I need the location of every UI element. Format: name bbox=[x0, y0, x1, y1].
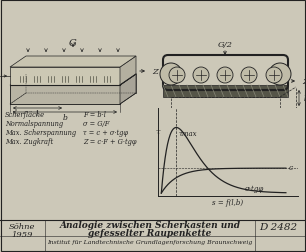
Text: Z: Z bbox=[152, 68, 158, 76]
Text: G: G bbox=[69, 38, 77, 47]
Text: τmax: τmax bbox=[179, 129, 197, 137]
Text: gefesselter Raupenkette: gefesselter Raupenkette bbox=[88, 229, 212, 238]
X-axis label: s = f(l,b): s = f(l,b) bbox=[212, 198, 244, 206]
Circle shape bbox=[169, 68, 185, 84]
Polygon shape bbox=[10, 86, 120, 105]
Bar bbox=[60, 77, 70, 83]
Text: σ·tgφ: σ·tgφ bbox=[245, 185, 264, 193]
Bar bbox=[46, 77, 56, 83]
Text: τ = c + σ·tgφ: τ = c + σ·tgφ bbox=[83, 129, 128, 137]
Circle shape bbox=[266, 68, 282, 84]
Bar bbox=[102, 77, 112, 83]
Polygon shape bbox=[120, 57, 136, 86]
Bar bbox=[18, 77, 28, 83]
Text: Söhne: Söhne bbox=[9, 222, 35, 230]
Text: Scherfläche: Scherfläche bbox=[5, 111, 45, 118]
Circle shape bbox=[217, 68, 233, 84]
Text: b': b' bbox=[304, 94, 306, 103]
Bar bbox=[74, 77, 84, 83]
Circle shape bbox=[160, 64, 182, 86]
Text: Normalspannung: Normalspannung bbox=[5, 119, 63, 128]
Text: Analogie zwischen Scherkasten und: Analogie zwischen Scherkasten und bbox=[59, 220, 241, 230]
Text: Max. Zugkraft: Max. Zugkraft bbox=[5, 137, 53, 145]
Polygon shape bbox=[10, 57, 136, 68]
Text: D 2482: D 2482 bbox=[259, 223, 297, 232]
Polygon shape bbox=[10, 75, 136, 86]
Circle shape bbox=[193, 68, 209, 84]
Text: 1959: 1959 bbox=[11, 230, 33, 238]
Text: l: l bbox=[36, 110, 38, 117]
Text: Max. Scherspannung: Max. Scherspannung bbox=[5, 129, 76, 137]
Circle shape bbox=[269, 64, 291, 86]
Text: c: c bbox=[288, 163, 293, 171]
Bar bbox=[32, 77, 42, 83]
Polygon shape bbox=[120, 75, 136, 105]
Text: F = b·l: F = b·l bbox=[83, 111, 106, 118]
Text: Institut für Landtechnische Grundlagenforschung Braunschweig: Institut für Landtechnische Grundlagenfo… bbox=[47, 240, 253, 244]
Circle shape bbox=[241, 68, 257, 84]
Polygon shape bbox=[10, 68, 120, 86]
Text: Z: Z bbox=[302, 78, 306, 86]
Bar bbox=[88, 77, 98, 83]
Text: σ = G/F: σ = G/F bbox=[83, 119, 109, 128]
Text: l': l' bbox=[223, 124, 227, 133]
Text: Z = c·F + G·tgφ: Z = c·F + G·tgφ bbox=[83, 137, 136, 145]
Text: τ: τ bbox=[155, 127, 160, 135]
Polygon shape bbox=[163, 86, 288, 98]
Text: b: b bbox=[62, 114, 67, 121]
Text: G/2: G/2 bbox=[218, 41, 233, 49]
